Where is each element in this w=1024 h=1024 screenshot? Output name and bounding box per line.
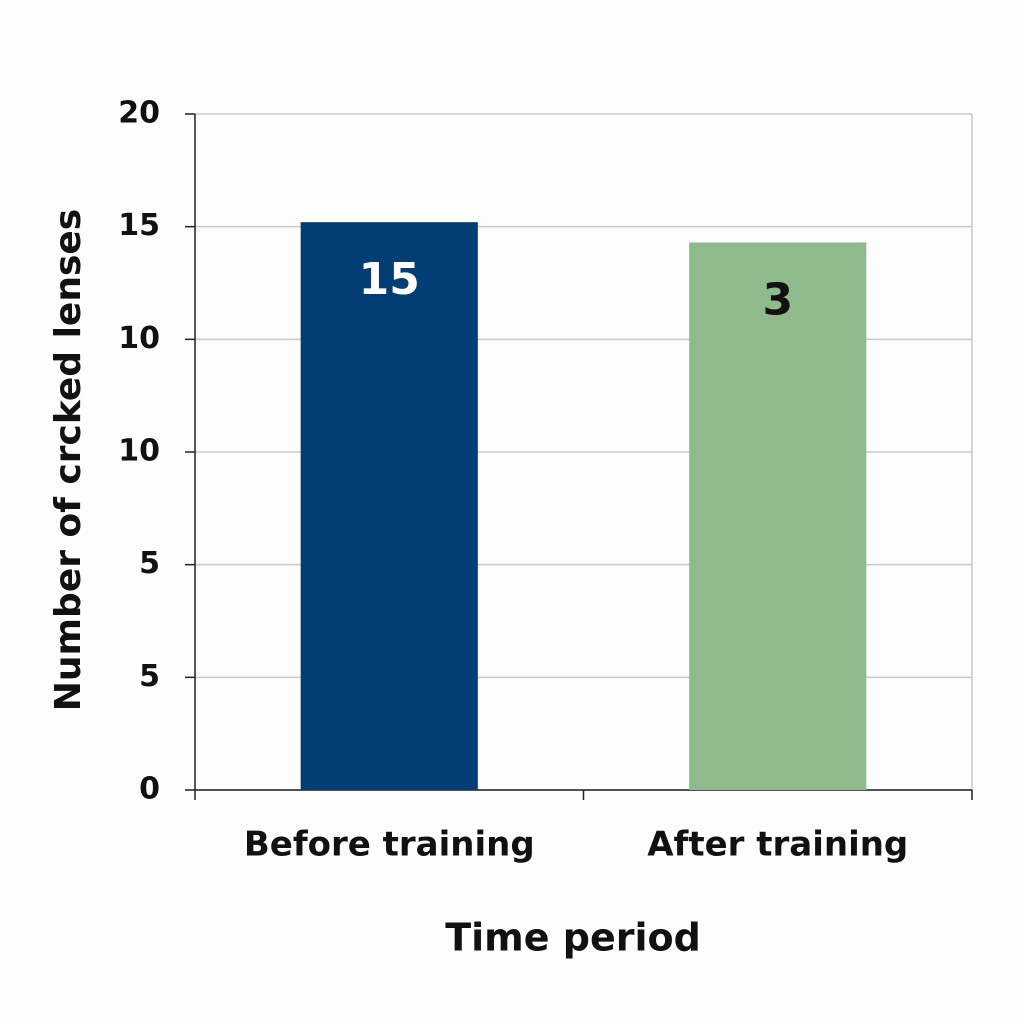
y-tick-label: 10 xyxy=(118,321,160,356)
bar xyxy=(689,242,867,790)
y-tick-label: 5 xyxy=(139,659,160,694)
y-tick-label: 15 xyxy=(118,208,160,243)
x-tick-label: After training xyxy=(647,825,908,865)
bar xyxy=(300,222,478,790)
y-tick-label: 20 xyxy=(118,96,160,131)
bar-label: 15 xyxy=(359,254,420,305)
y-tick-label: 0 xyxy=(139,772,160,807)
x-axis-title: Time period xyxy=(445,916,701,960)
bar-label: 3 xyxy=(762,274,793,325)
y-tick-label: 5 xyxy=(139,546,160,581)
y-axis-title: Number of crcked lenses xyxy=(48,209,89,711)
y-tick-label: 10 xyxy=(118,434,160,469)
x-tick-label: Before training xyxy=(244,825,535,865)
